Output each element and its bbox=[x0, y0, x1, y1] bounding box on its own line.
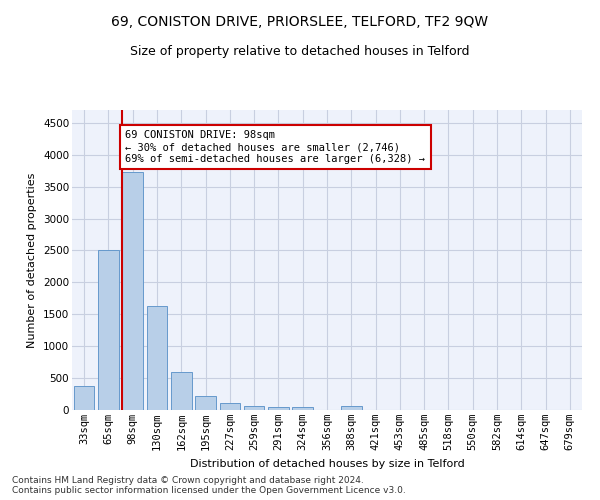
Bar bbox=[244, 406, 265, 410]
X-axis label: Distribution of detached houses by size in Telford: Distribution of detached houses by size … bbox=[190, 458, 464, 468]
Bar bbox=[171, 372, 191, 410]
Bar bbox=[220, 403, 240, 410]
Bar bbox=[292, 408, 313, 410]
Text: Size of property relative to detached houses in Telford: Size of property relative to detached ho… bbox=[130, 45, 470, 58]
Bar bbox=[341, 406, 362, 410]
Y-axis label: Number of detached properties: Number of detached properties bbox=[28, 172, 37, 348]
Text: Contains HM Land Registry data © Crown copyright and database right 2024.
Contai: Contains HM Land Registry data © Crown c… bbox=[12, 476, 406, 495]
Text: 69 CONISTON DRIVE: 98sqm
← 30% of detached houses are smaller (2,746)
69% of sem: 69 CONISTON DRIVE: 98sqm ← 30% of detach… bbox=[125, 130, 425, 164]
Bar bbox=[268, 407, 289, 410]
Bar bbox=[195, 396, 216, 410]
Bar bbox=[146, 306, 167, 410]
Bar bbox=[74, 386, 94, 410]
Bar bbox=[122, 172, 143, 410]
Text: 69, CONISTON DRIVE, PRIORSLEE, TELFORD, TF2 9QW: 69, CONISTON DRIVE, PRIORSLEE, TELFORD, … bbox=[112, 15, 488, 29]
Bar bbox=[98, 250, 119, 410]
